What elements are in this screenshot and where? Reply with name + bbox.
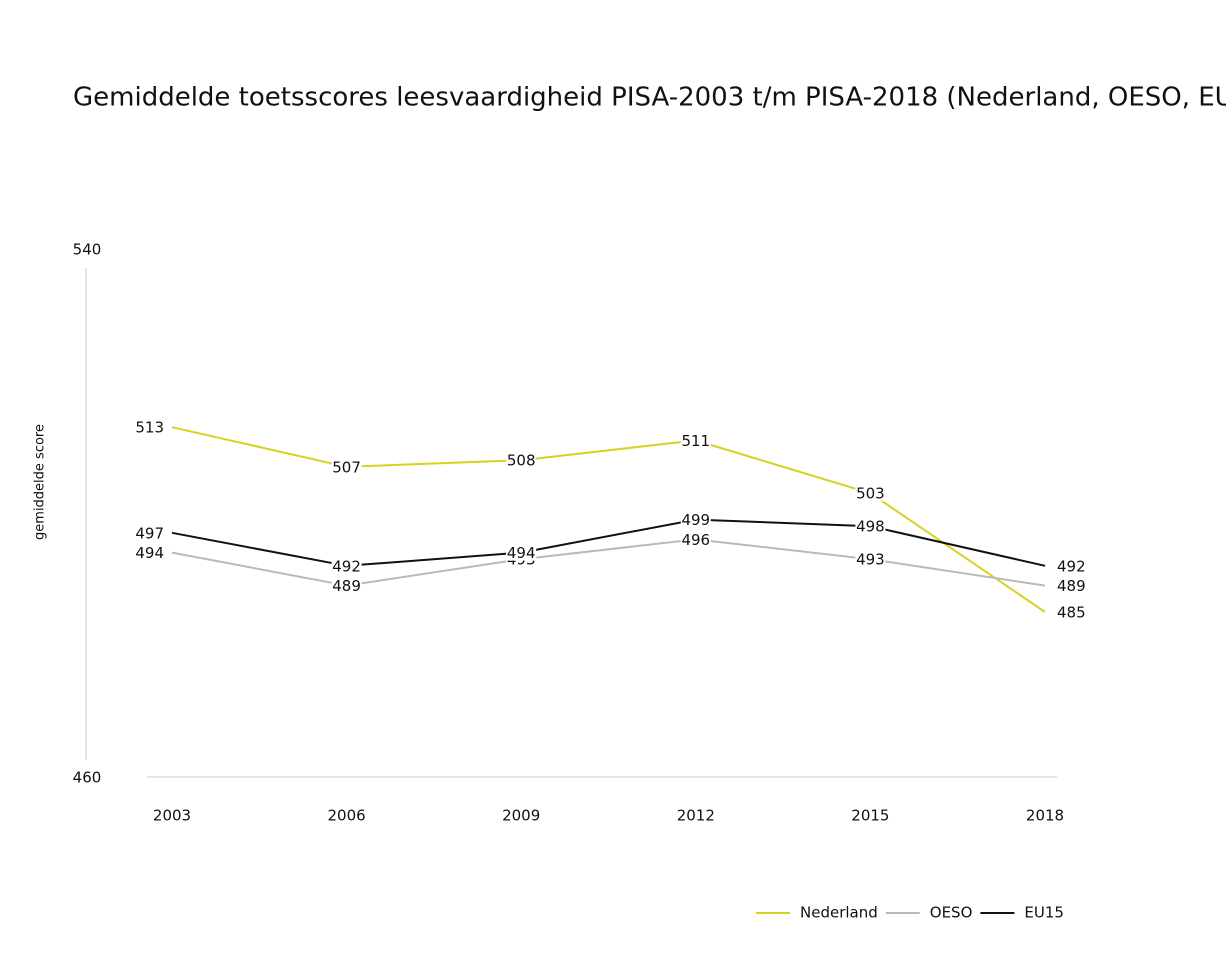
data-label: 498 <box>856 518 885 536</box>
label-bg <box>331 577 362 594</box>
data-label: 513 <box>135 419 164 437</box>
legend-label: OESO <box>930 904 973 922</box>
data-label: 511 <box>681 432 710 450</box>
label-bg <box>506 544 537 561</box>
legend-label: EU15 <box>1024 904 1064 922</box>
data-label: 507 <box>332 458 361 476</box>
line <box>171 426 1046 613</box>
x-tick-label: 2018 <box>1026 807 1064 825</box>
label-bg <box>331 458 362 475</box>
y-tick-label: 460 <box>73 769 102 787</box>
chart-title: Gemiddelde toetsscores leesvaardigheid P… <box>73 83 1226 113</box>
data-label: 499 <box>681 511 710 529</box>
data-label: 494 <box>507 544 536 562</box>
label-bg <box>855 485 886 502</box>
data-label: 489 <box>332 577 361 595</box>
legend-label: Nederland <box>800 904 878 922</box>
label-bg <box>331 557 362 574</box>
x-tick-label: 2009 <box>502 807 540 825</box>
label-bg <box>855 518 886 535</box>
data-label: 492 <box>332 557 361 575</box>
y-axis-title: gemiddelde score <box>33 424 48 540</box>
label-bg <box>680 432 711 449</box>
x-tick-label: 2015 <box>851 807 889 825</box>
data-label: 492 <box>1057 557 1086 575</box>
label-bg <box>680 511 711 528</box>
line <box>171 538 1046 587</box>
y-tick-label: 540 <box>73 241 102 259</box>
data-label: 508 <box>507 452 536 470</box>
data-label: 497 <box>135 524 164 542</box>
x-tick-label: 2012 <box>677 807 715 825</box>
label-bg <box>855 551 886 568</box>
data-label: 503 <box>856 485 885 503</box>
label-bg <box>506 452 537 469</box>
data-label: 485 <box>1057 604 1086 622</box>
data-label: 494 <box>135 544 164 562</box>
line <box>171 518 1046 567</box>
data-label: 496 <box>681 531 710 549</box>
data-label: 489 <box>1057 577 1086 595</box>
data-label: 493 <box>856 551 885 569</box>
x-tick-label: 2006 <box>328 807 366 825</box>
label-bg <box>680 531 711 548</box>
x-tick-label: 2003 <box>153 807 191 825</box>
